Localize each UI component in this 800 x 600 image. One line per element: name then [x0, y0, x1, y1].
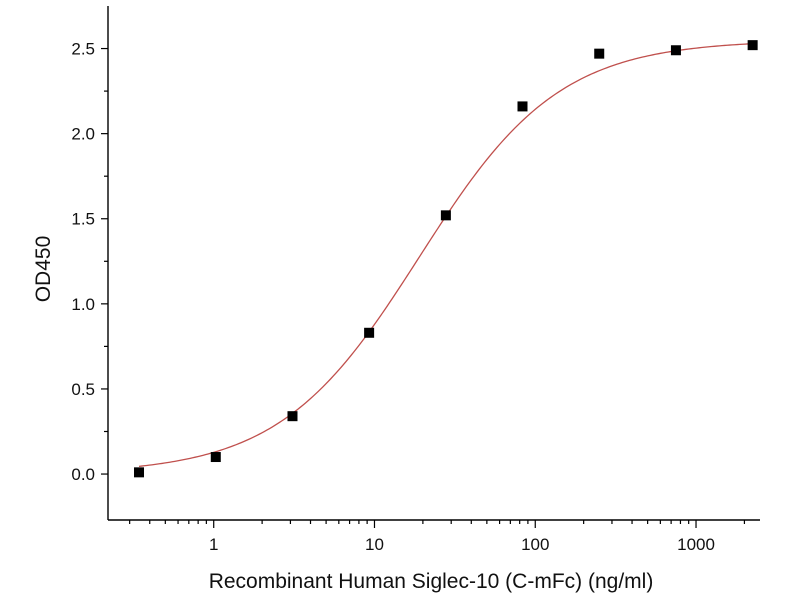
data-point — [594, 48, 605, 59]
axes — [107, 6, 760, 521]
data-points — [134, 40, 758, 478]
data-point — [364, 327, 375, 338]
y-axis-title: OD450 — [32, 236, 55, 303]
x-tick-label: 1000 — [677, 535, 715, 554]
y-tick-label: 1.5 — [71, 210, 95, 229]
x-ticks: 1 10 100 1000 — [129, 520, 746, 554]
y-ticks: 0.0 0.5 1.0 1.5 2.0 2.5 — [71, 40, 108, 484]
data-point — [440, 210, 451, 221]
data-point — [747, 40, 758, 51]
x-tick-label: 100 — [521, 535, 549, 554]
data-point — [210, 452, 221, 463]
y-tick-label: 0.5 — [71, 380, 95, 399]
data-point — [134, 467, 145, 478]
y-tick-label: 1.0 — [71, 295, 95, 314]
y-tick-label: 0.0 — [71, 465, 95, 484]
data-point — [670, 45, 681, 56]
fit-curve — [138, 43, 753, 467]
y-tick-label: 2.0 — [71, 125, 95, 144]
data-point — [517, 101, 528, 112]
data-point — [287, 411, 298, 422]
x-tick-label: 1 — [209, 535, 218, 554]
x-axis-title: Recombinant Human Siglec-10 (C-mFc) (ng/… — [209, 570, 654, 593]
y-tick-label: 2.5 — [71, 40, 95, 59]
x-tick-label: 10 — [365, 535, 384, 554]
